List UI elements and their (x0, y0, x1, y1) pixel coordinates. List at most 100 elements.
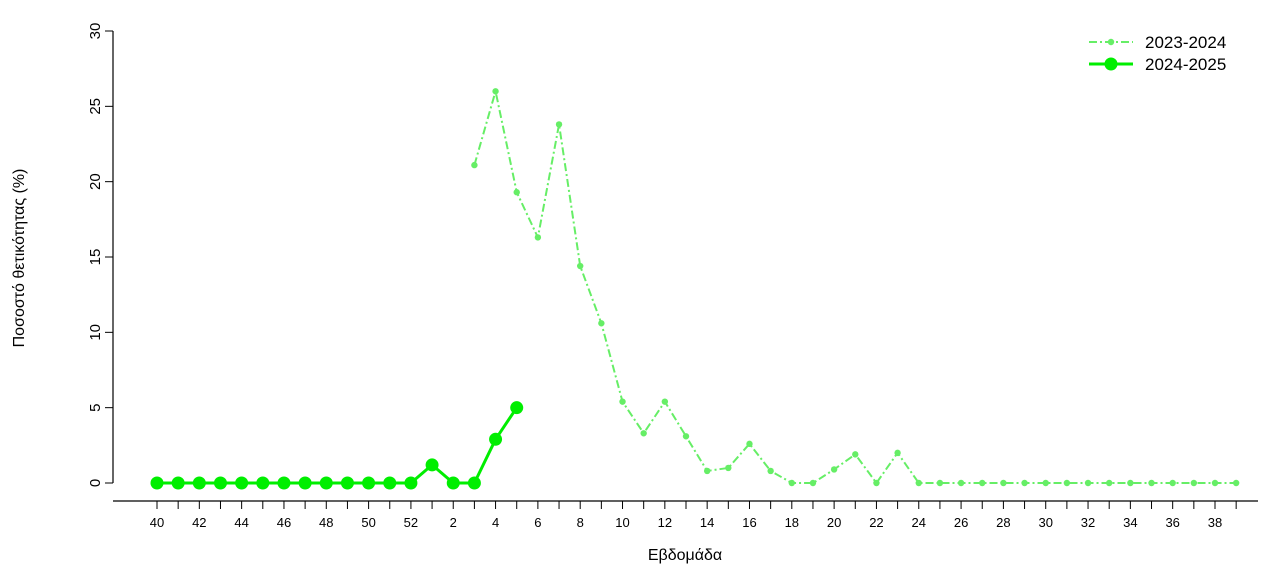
data-point (235, 476, 249, 490)
legend-label: 2023-2024 (1145, 33, 1226, 52)
x-tick-label: 40 (150, 515, 164, 530)
data-point (830, 466, 838, 473)
series-2 (150, 401, 524, 490)
data-point (1000, 479, 1007, 487)
data-point (957, 479, 965, 487)
x-tick-label: 50 (361, 515, 375, 530)
data-point (510, 401, 524, 415)
series-line (473, 90, 1237, 484)
y-tick-label: 30 (87, 23, 104, 40)
data-point (1084, 479, 1092, 487)
data-point (1148, 479, 1155, 487)
x-tick-label: 46 (277, 515, 291, 530)
data-point (404, 476, 418, 490)
data-point (150, 476, 164, 490)
y-axis-label: Ποσοστό θετικότητας (%) (11, 169, 28, 348)
x-tick-label: 4 (492, 515, 499, 530)
x-tick-label: 18 (785, 515, 799, 530)
data-point (1063, 479, 1071, 487)
data-point (492, 88, 499, 95)
data-point (979, 479, 986, 487)
x-tick-label: 22 (869, 515, 883, 530)
data-point (619, 398, 626, 405)
x-tick-label: 20 (827, 515, 841, 530)
data-point (661, 398, 669, 405)
y-tick-label: 15 (87, 249, 104, 266)
data-point (788, 479, 795, 487)
data-point (1211, 479, 1219, 487)
x-tick-label: 14 (700, 515, 714, 530)
x-tick-label: 52 (404, 515, 418, 530)
y-tick-label: 25 (87, 98, 104, 115)
data-point (873, 479, 880, 487)
data-point (213, 476, 227, 490)
legend-marker (1104, 57, 1118, 71)
y-tick-label: 5 (87, 403, 104, 411)
data-point (1169, 479, 1176, 487)
data-point (703, 467, 711, 475)
x-tick-label: 12 (658, 515, 672, 530)
x-axis-label: Εβδομάδα (648, 547, 722, 564)
x-tick-label: 8 (577, 515, 584, 530)
data-point (1106, 479, 1113, 487)
data-point (1021, 479, 1028, 487)
data-point (298, 476, 312, 490)
x-tick-label: 24 (912, 515, 926, 530)
x-tick-label: 48 (319, 515, 333, 530)
data-point (894, 449, 901, 457)
series-1 (471, 88, 1240, 487)
x-tick-label: 2 (450, 515, 457, 530)
data-point (852, 451, 859, 458)
x-tick-label: 44 (234, 515, 248, 530)
legend-marker (1107, 38, 1115, 46)
y-tick-label: 20 (87, 173, 104, 190)
data-point (256, 476, 270, 490)
data-point (446, 476, 460, 490)
x-tick-label: 16 (742, 515, 756, 530)
x-tick-label: 6 (534, 515, 541, 530)
data-point (467, 476, 481, 490)
y-tick-label: 0 (87, 479, 104, 487)
data-point (746, 440, 753, 448)
x-tick-label: 34 (1123, 515, 1137, 530)
x-tick-label: 32 (1081, 515, 1095, 530)
x-tick-label: 28 (996, 515, 1010, 530)
x-tick-label: 30 (1038, 515, 1052, 530)
x-tick-label: 36 (1165, 515, 1179, 530)
data-point (277, 476, 291, 490)
legend: 2023-2024 2024-2025 (1089, 33, 1226, 74)
series-layer (150, 88, 1240, 490)
data-point (425, 458, 439, 472)
y-tick-label: 10 (87, 324, 104, 341)
data-point (640, 430, 647, 437)
data-point (513, 189, 520, 196)
data-point (319, 476, 333, 490)
data-point (1190, 479, 1198, 487)
data-point (809, 479, 817, 487)
data-point (1232, 479, 1240, 487)
data-point (471, 161, 478, 169)
data-point (362, 476, 376, 490)
x-tick-label: 10 (615, 515, 629, 530)
data-point (598, 320, 605, 327)
data-point (555, 121, 563, 128)
x-tick-label: 42 (192, 515, 206, 530)
data-point (767, 467, 774, 475)
x-tick-label: 38 (1208, 515, 1222, 530)
data-point (936, 479, 944, 487)
data-point (192, 476, 206, 490)
data-point (534, 234, 542, 241)
data-point (725, 464, 732, 472)
x-tick-label: 26 (954, 515, 968, 530)
legend-label: 2024-2025 (1145, 55, 1226, 74)
data-point (171, 476, 185, 490)
data-point (1042, 479, 1049, 487)
data-point (577, 262, 584, 270)
data-point (383, 476, 397, 490)
data-point (915, 479, 922, 487)
data-point (682, 433, 690, 440)
series-line (157, 406, 518, 485)
data-point (489, 432, 503, 446)
